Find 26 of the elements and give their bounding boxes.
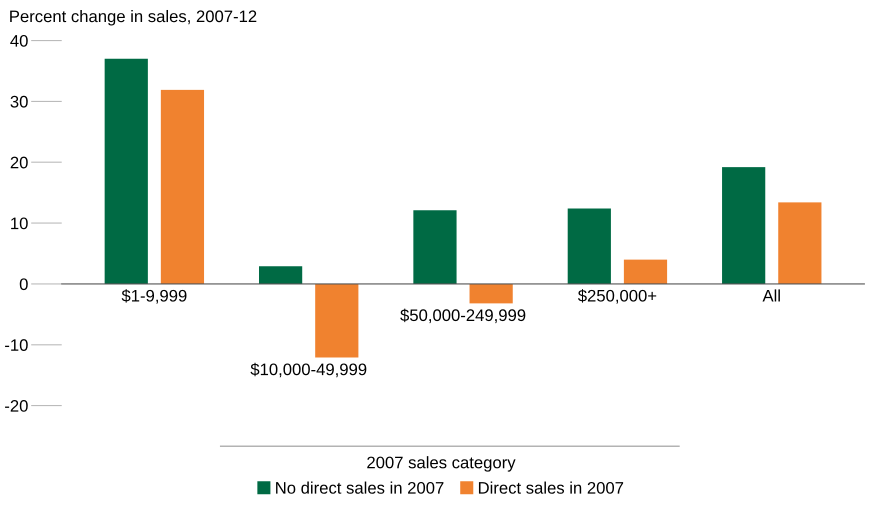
- x-tick-label: $50,000-249,999: [400, 308, 526, 324]
- y-tick-label: 20: [10, 156, 28, 168]
- x-tick-label: $250,000+: [578, 289, 656, 304]
- y-tick-label: 10: [11, 217, 28, 230]
- bar: [470, 284, 513, 304]
- bar: [315, 284, 358, 358]
- y-axis-title: Percent change in sales, 2007-12: [10, 10, 256, 26]
- legend-label: Direct sales in 2007: [478, 482, 624, 494]
- bar: [259, 266, 302, 284]
- x-tick-label: $10,000-49,999: [250, 362, 366, 378]
- bar: [778, 202, 822, 284]
- bar: [624, 260, 668, 284]
- legend-label: No direct sales in 2007: [276, 482, 444, 494]
- x-tick-label: $1-9,999: [122, 289, 186, 304]
- bar: [568, 208, 611, 284]
- y-tick-label: -10: [5, 339, 28, 351]
- y-tick-label: 0: [20, 278, 28, 290]
- x-tick-label: All: [762, 289, 780, 302]
- y-tick-label: 30: [10, 96, 28, 108]
- bar: [104, 58, 148, 284]
- bar: [413, 210, 457, 284]
- bar: [722, 167, 766, 284]
- bar: [160, 90, 204, 284]
- y-tick-label: 40: [10, 34, 28, 47]
- x-axis-title: 2007 sales category: [367, 456, 516, 472]
- y-tick-label: -20: [5, 400, 28, 412]
